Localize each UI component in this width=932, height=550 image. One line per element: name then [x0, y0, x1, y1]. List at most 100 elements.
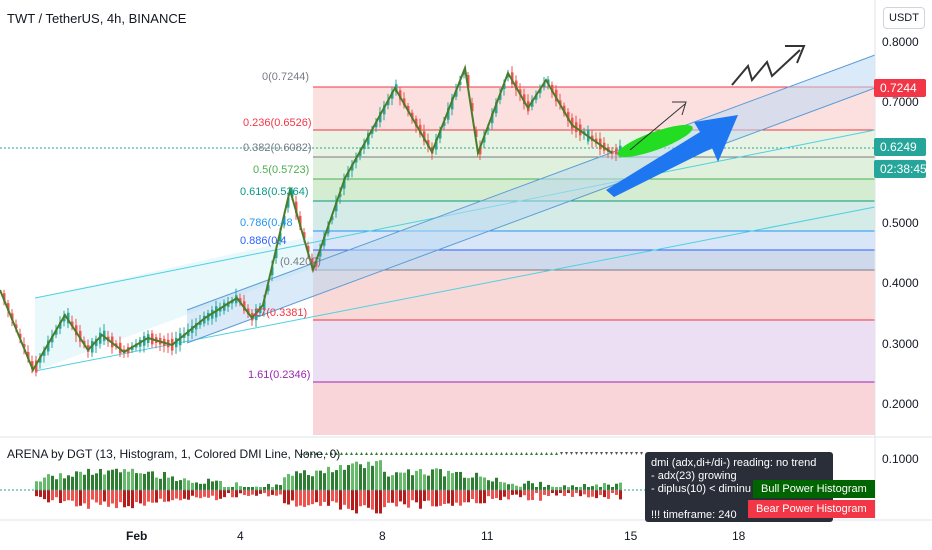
signal-marker — [550, 452, 553, 455]
signal-marker — [360, 452, 363, 455]
histogram-bar — [551, 486, 554, 490]
candle-body — [347, 171, 350, 178]
symbol-title[interactable]: TWT / TetherUS, 4h, BINANCE — [7, 11, 187, 26]
histogram-bar — [379, 490, 382, 514]
candle-body — [247, 308, 250, 315]
histogram-bar — [583, 484, 586, 490]
histogram-bar — [283, 477, 286, 490]
histogram-bar — [491, 481, 494, 490]
signal-marker — [555, 452, 558, 455]
candle-body — [563, 105, 566, 114]
histogram-bar — [427, 490, 430, 501]
time-axis[interactable]: Feb 4 8 11 15 18 — [126, 529, 746, 543]
histogram-bar — [483, 490, 486, 504]
candle-body — [27, 351, 30, 359]
candle-body — [383, 105, 386, 115]
candle-body — [543, 82, 546, 87]
signal-marker — [560, 452, 563, 455]
histogram-bar — [371, 490, 374, 510]
histogram-bar — [143, 490, 146, 506]
histogram-bar — [591, 490, 594, 497]
histogram-bar — [423, 490, 426, 501]
histogram-bar — [119, 472, 122, 490]
histogram-bar — [47, 490, 50, 503]
candle-body — [407, 105, 410, 112]
histogram-bar — [455, 471, 458, 490]
histogram-bar — [315, 490, 318, 503]
fib-label: 0(0.7244) — [262, 71, 309, 83]
histogram-bar — [331, 490, 334, 502]
histogram-bar — [567, 490, 570, 493]
histogram-bar — [527, 480, 530, 490]
histogram-bar — [567, 487, 570, 490]
histogram-bar — [103, 474, 106, 490]
candle-body — [19, 333, 22, 339]
histogram-bar — [411, 475, 414, 490]
signal-marker — [575, 452, 578, 455]
signal-marker — [490, 452, 493, 455]
bull-legend: Bull Power Histogram — [753, 480, 875, 498]
indicator-title[interactable]: ARENA by DGT (13, Histogram, 1, Colored … — [7, 447, 341, 461]
histogram-bar — [363, 490, 366, 506]
signal-marker — [480, 452, 483, 455]
tooltip-line: !!! timeframe: 240 — [651, 509, 737, 521]
histogram-bar — [307, 475, 310, 490]
histogram-bar — [239, 486, 242, 490]
histogram-bar — [543, 487, 546, 490]
signal-marker — [415, 452, 418, 455]
price-tick: 0.3000 — [882, 337, 919, 351]
histogram-bar — [415, 470, 418, 490]
histogram-bar — [159, 478, 162, 490]
zigzag-line — [0, 64, 613, 373]
histogram-bar — [303, 490, 306, 507]
histogram-bar — [575, 490, 578, 493]
histogram-bar — [571, 490, 574, 497]
histogram-bar — [539, 490, 542, 501]
fib-label: 27(0.3381) — [254, 307, 307, 319]
histogram-bar — [227, 487, 230, 490]
histogram-bar — [607, 484, 610, 490]
signal-marker — [350, 452, 353, 455]
histogram-bar — [131, 490, 134, 509]
signal-marker — [525, 452, 528, 455]
histogram-bar — [251, 487, 254, 490]
candle-body — [283, 215, 286, 224]
histogram-bar — [283, 490, 286, 504]
histogram-bar — [203, 490, 206, 497]
candle-body — [83, 340, 86, 344]
histogram-bar — [183, 490, 186, 499]
histogram-bar — [79, 471, 82, 490]
histogram-bar — [363, 468, 366, 490]
candle-body — [503, 83, 506, 89]
candle-body — [267, 284, 270, 292]
price-tag-top: 0.7244 — [874, 79, 926, 97]
histogram-bar — [143, 473, 146, 490]
annotations — [606, 45, 806, 197]
histogram-bar — [175, 490, 178, 499]
histogram-bar — [471, 490, 474, 499]
histogram-bar — [95, 473, 98, 490]
histogram-bar — [359, 464, 362, 490]
histogram-bar — [555, 487, 558, 490]
histogram-bar — [395, 472, 398, 490]
histogram-bar — [187, 480, 190, 490]
signal-marker — [600, 452, 603, 455]
histogram-bar — [411, 490, 414, 501]
histogram-bar — [523, 490, 526, 496]
price-axis[interactable]: 0.8000 0.7000 0.5000 0.4000 0.3000 0.200… — [882, 35, 919, 466]
histogram-bar — [439, 490, 442, 506]
histogram-bar — [491, 490, 494, 499]
histogram-bar — [127, 471, 130, 490]
histogram-bar — [171, 476, 174, 490]
histogram-bar — [591, 486, 594, 490]
candle-body — [331, 216, 334, 221]
signal-marker — [390, 452, 393, 455]
histogram-bar — [275, 490, 278, 496]
histogram-bar — [503, 490, 506, 497]
currency-button[interactable]: USDT — [883, 7, 925, 29]
histogram-bar — [447, 470, 450, 490]
price-tick: 0.8000 — [882, 35, 919, 49]
candle-body — [39, 356, 42, 363]
histogram-bar — [463, 490, 466, 503]
